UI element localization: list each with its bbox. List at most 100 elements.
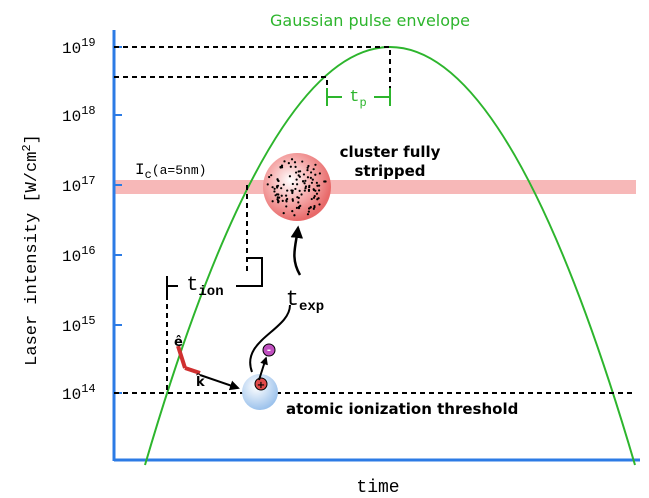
dot xyxy=(304,189,306,191)
dot xyxy=(280,166,282,168)
tp-label: tp xyxy=(349,88,366,110)
dot xyxy=(298,170,300,172)
dot xyxy=(270,174,272,176)
e-label: ê xyxy=(174,335,183,350)
sub: ion xyxy=(198,284,223,300)
dot xyxy=(308,207,310,209)
dot xyxy=(297,201,299,203)
exponent: 15 xyxy=(81,314,95,328)
y-tick-label: 1019 xyxy=(62,36,96,58)
dot xyxy=(277,185,279,187)
base: 10 xyxy=(62,40,81,58)
dot xyxy=(312,179,314,181)
sub: p xyxy=(360,96,367,110)
i: I xyxy=(135,161,145,179)
dot xyxy=(282,200,284,202)
exponent: 17 xyxy=(81,174,95,188)
dot xyxy=(306,169,308,171)
sub: exp xyxy=(299,299,324,315)
dot xyxy=(274,188,276,190)
dot xyxy=(298,206,300,208)
t: t xyxy=(186,274,198,297)
dot xyxy=(308,211,310,213)
texp-label: texp xyxy=(286,287,324,315)
dot xyxy=(310,171,312,173)
dot xyxy=(277,179,279,181)
electron-sign: - xyxy=(267,345,271,356)
dot xyxy=(314,190,316,192)
base: 10 xyxy=(62,108,81,126)
dot xyxy=(316,198,318,200)
sub: c xyxy=(145,168,152,182)
base: 10 xyxy=(62,248,81,266)
dot xyxy=(294,161,296,163)
base: 10 xyxy=(62,318,81,336)
t: t xyxy=(349,88,359,107)
y-tick-label: 1016 xyxy=(62,244,96,266)
dot xyxy=(293,214,295,216)
dot xyxy=(319,172,321,174)
dot xyxy=(314,164,316,166)
y-tick-label: 1014 xyxy=(62,382,96,404)
y-tick-label: 1017 xyxy=(62,174,96,196)
x-axis-label: time xyxy=(356,478,399,498)
base: 10 xyxy=(62,178,81,196)
dot xyxy=(285,205,287,207)
dot xyxy=(314,195,316,197)
dot xyxy=(318,189,320,191)
t: t xyxy=(286,287,299,312)
dot xyxy=(316,182,318,184)
y-axis-label: Laser intensity [W/cm2] xyxy=(20,134,42,366)
y-tick-label: 1018 xyxy=(62,104,96,126)
dot xyxy=(285,195,287,197)
dot xyxy=(307,176,309,178)
dot xyxy=(313,206,315,208)
dot xyxy=(318,203,320,205)
dot xyxy=(308,186,310,188)
dot xyxy=(303,173,305,175)
k-label: k̂ xyxy=(196,375,205,390)
ion-sign: + xyxy=(257,380,265,391)
base: 10 xyxy=(62,386,81,404)
dot xyxy=(302,180,304,182)
dot xyxy=(304,187,306,189)
dot xyxy=(273,190,275,192)
dot xyxy=(316,193,318,195)
dot xyxy=(294,188,296,190)
dot xyxy=(308,189,310,191)
dot xyxy=(310,206,312,208)
dot xyxy=(272,200,274,202)
dot xyxy=(280,187,282,189)
title: Gaussian pulse envelope xyxy=(270,11,470,30)
dot xyxy=(301,160,303,162)
dot xyxy=(307,165,309,167)
dot xyxy=(286,189,288,191)
dot xyxy=(289,175,291,177)
tion-label: tion xyxy=(186,274,223,300)
guide-lines xyxy=(114,47,636,393)
dot xyxy=(298,197,300,199)
cluster-label-1: cluster fully xyxy=(340,143,441,161)
k-arrow xyxy=(200,375,238,388)
exponent: 14 xyxy=(81,382,95,396)
dot xyxy=(283,160,285,162)
dot xyxy=(283,184,285,186)
dot xyxy=(311,182,313,184)
label-sup: 2 xyxy=(20,144,34,151)
exponent: 18 xyxy=(81,104,95,118)
cluster-arrow xyxy=(294,228,300,275)
dot xyxy=(292,198,294,200)
ic-label: Ic(a=5nm) xyxy=(135,161,206,182)
dot xyxy=(292,190,294,192)
dot xyxy=(303,182,305,184)
rest: (a=5nm) xyxy=(152,163,207,178)
dot xyxy=(278,200,280,202)
dot xyxy=(299,176,301,178)
dot xyxy=(304,180,306,182)
dot xyxy=(291,210,293,212)
dot xyxy=(299,190,301,192)
dot xyxy=(310,177,312,179)
y-tick-label: 1015 xyxy=(62,314,96,336)
dot xyxy=(288,162,290,164)
dot xyxy=(283,212,285,214)
